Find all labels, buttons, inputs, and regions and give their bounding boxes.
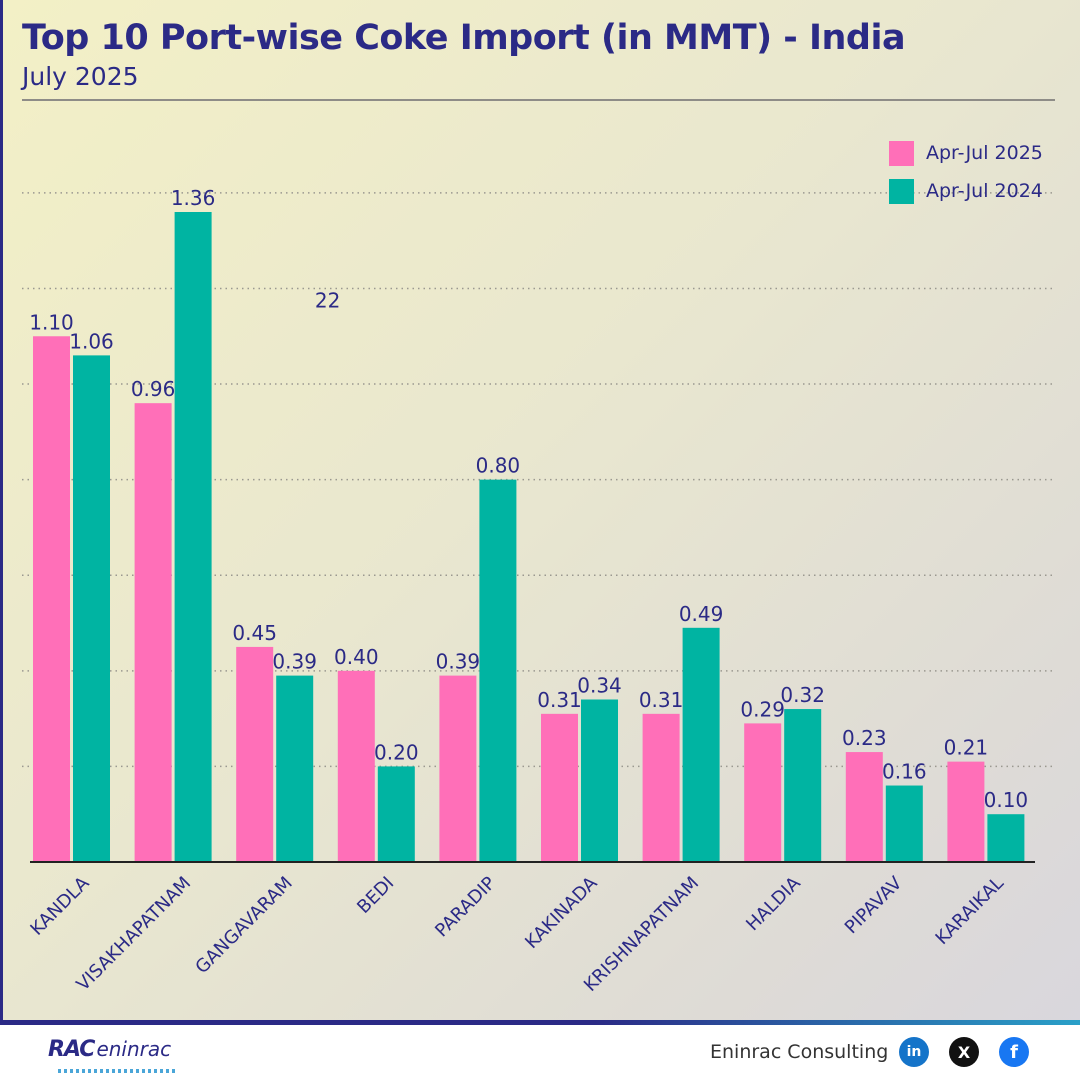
x-tick-label: GANGAVARAM (191, 873, 296, 978)
data-label: 0.40 (334, 645, 379, 669)
bar-2024 (987, 814, 1025, 862)
bar-2024 (784, 709, 822, 862)
x-tick-label: KAKINADA (521, 872, 602, 953)
x-tick-label: PIPAVAV (841, 872, 907, 938)
bar-2025 (642, 713, 680, 862)
x-tick-label: KARAIKAL (932, 873, 1008, 949)
bar-chart: 1.101.06 KANDLA 0.96 1.36 VISAKHAPATNAM 0.45 0… (22, 186, 1055, 996)
legend-label-2024: Apr-Jul 2024 (926, 180, 1043, 202)
data-label: 0.49 (679, 602, 724, 626)
x-tick-label: KRISHNAPATNAM (580, 873, 703, 996)
linkedin-icon[interactable]: in (899, 1037, 929, 1067)
data-label: 0.21 (944, 736, 989, 760)
legend-label-2025: Apr-Jul 2025 (926, 142, 1043, 164)
logo-wordmark: eninrac (96, 1037, 172, 1061)
footer-accent-band (0, 1020, 1080, 1025)
chart-annotation: 22 (315, 289, 340, 313)
data-label: 0.96 (131, 377, 176, 401)
facebook-icon[interactable]: f (999, 1037, 1029, 1067)
left-accent-rule (0, 0, 3, 1022)
x-tick-label: KANDLA (26, 872, 94, 940)
bar-2025 (744, 723, 782, 862)
data-label: 0.10 (984, 788, 1029, 812)
data-label: 0.80 (476, 454, 521, 478)
data-label: 0.39 (272, 650, 317, 674)
bar-2024 (479, 479, 517, 862)
bar-2025 (541, 713, 578, 862)
data-label: 0.32 (780, 683, 825, 707)
bar-2024 (377, 766, 415, 862)
legend-swatch-2025 (889, 140, 914, 166)
x-tick-label: VISAKHAPATNAM (73, 873, 196, 996)
bar-2025 (134, 403, 172, 862)
data-label: 1.10 (29, 310, 74, 334)
eninrac-logo: RAC eninrac (48, 1037, 171, 1062)
legend-item-2025: Apr-Jul 2025 (889, 138, 1043, 168)
data-label: 1.06 (69, 329, 114, 353)
data-label: 0.29 (740, 697, 785, 721)
data-label: 0.39 (436, 650, 481, 674)
chart-title: Top 10 Port-wise Coke Import (in MMT) - … (22, 18, 906, 58)
chart-legend: Apr-Jul 2025 Apr-Jul 2024 (889, 138, 1043, 214)
data-label: 0.20 (374, 740, 419, 764)
x-tick-label: PARADIP (431, 873, 500, 942)
data-label: 0.16 (882, 760, 927, 784)
logo-mark: RAC (48, 1037, 95, 1062)
data-label: 0.34 (577, 674, 622, 698)
bar-2024 (885, 785, 923, 862)
data-label: 1.36 (171, 186, 216, 210)
data-label: 0.31 (639, 688, 684, 712)
company-name: Eninrac Consulting (710, 1041, 889, 1063)
bar-2024 (174, 212, 212, 862)
bar-2024 (276, 675, 314, 862)
data-label: 0.31 (537, 688, 582, 712)
data-label: 0.45 (232, 621, 277, 645)
logo-dots (58, 1069, 178, 1073)
bar-2025 (947, 761, 985, 862)
x-tick-label: BEDI (353, 873, 398, 918)
bar-2024 (73, 355, 110, 862)
x-icon[interactable]: X (949, 1037, 979, 1067)
legend-item-2024: Apr-Jul 2024 (889, 176, 1043, 206)
header-divider (22, 99, 1055, 101)
chart-subtitle: July 2025 (22, 62, 139, 91)
x-tick-label: HALDIA (742, 872, 805, 935)
bar-2025 (337, 670, 375, 862)
bar-2024 (682, 627, 720, 862)
data-label: 0.23 (842, 726, 887, 750)
bar-2025 (845, 752, 883, 862)
legend-swatch-2024 (889, 178, 914, 204)
bar-2025 (236, 646, 274, 862)
footer-bar: RAC eninrac Eninrac Consulting in X f (0, 1025, 1080, 1080)
bar-2025 (439, 675, 477, 862)
bar-2024 (581, 699, 618, 862)
bar-2025 (33, 336, 70, 862)
